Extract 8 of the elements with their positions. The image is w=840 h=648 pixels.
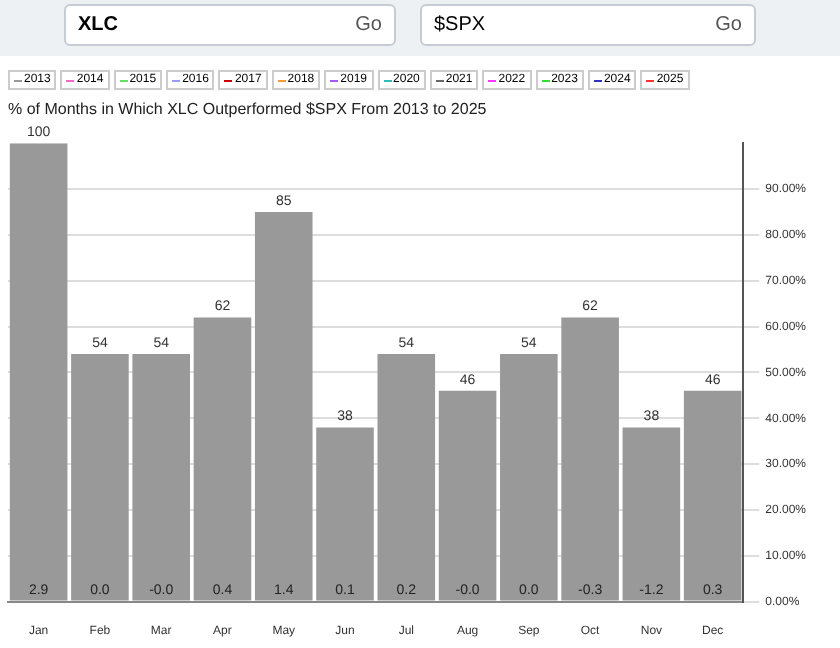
bar (683, 390, 742, 601)
symbol-field: $SPX Go (420, 4, 756, 46)
bar (9, 143, 68, 601)
bar (438, 390, 497, 601)
chart-title: % of Months in Which XLC Outperformed $SPX From 2013 to 2025 (8, 100, 488, 119)
symbol-field: XLC Go (64, 4, 396, 46)
bar (193, 317, 252, 601)
bar (622, 427, 681, 601)
